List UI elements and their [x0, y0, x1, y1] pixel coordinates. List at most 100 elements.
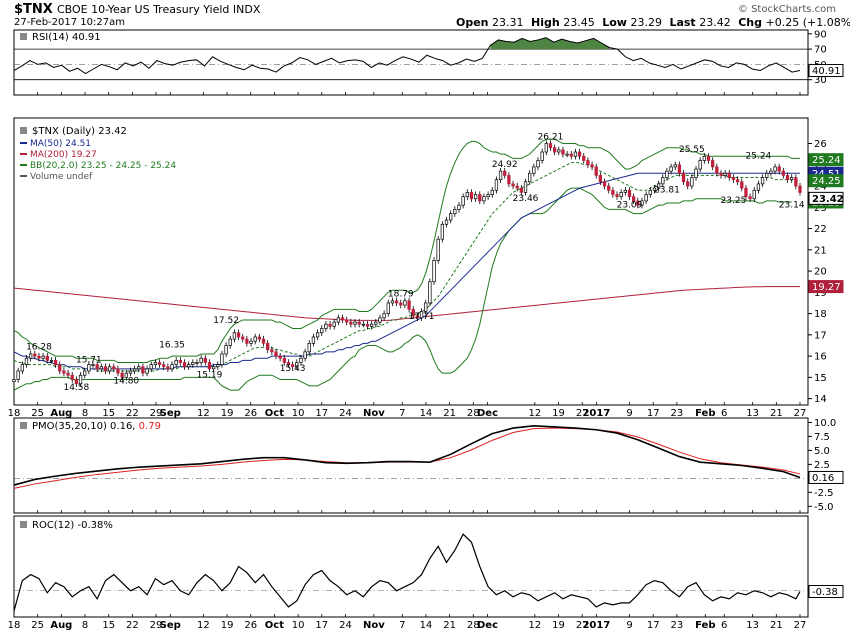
candle-body — [132, 368, 137, 372]
candle-body — [137, 366, 141, 370]
time-axis-label: 19 — [221, 620, 234, 631]
candle-body — [440, 223, 444, 240]
candle-body — [157, 362, 162, 365]
candle-body — [611, 189, 615, 195]
symbol-name: CBOE 10-Year US Treasury Yield INDX — [56, 3, 261, 16]
time-axis-label: 7 — [399, 620, 405, 631]
candle-body — [103, 366, 108, 372]
pmo-last-box — [808, 470, 844, 484]
candle-body — [62, 370, 66, 374]
quote-open: 23.31 — [492, 16, 524, 29]
price-tick-label: 21 — [814, 245, 827, 256]
candle-body — [20, 364, 24, 372]
candle-body — [540, 151, 544, 161]
candle-body — [449, 213, 453, 221]
candle-body — [162, 364, 166, 368]
candle-body — [582, 155, 586, 161]
price-last-box — [808, 280, 844, 294]
candle-body — [507, 175, 511, 185]
time-axis-label: 21 — [770, 620, 783, 631]
time-axis-label: 13 — [746, 408, 759, 419]
candle-body — [523, 181, 528, 193]
candle-body — [411, 308, 415, 317]
candle-body — [174, 360, 178, 365]
time-axis-label: Sep — [160, 620, 181, 631]
watermark: © StockCharts.com — [737, 4, 836, 15]
rsi-overbought-fill — [490, 37, 610, 50]
time-axis-label: 12 — [528, 620, 541, 631]
price-annotation: 25.24 — [746, 151, 772, 161]
candle-body — [640, 200, 644, 206]
candle-body — [677, 164, 682, 174]
candle-body — [83, 370, 87, 376]
candle-body — [636, 200, 640, 206]
candle-body — [340, 317, 345, 321]
rsi-legend-icon — [20, 33, 27, 40]
candle-body — [453, 209, 457, 215]
time-axis-label: 17 — [315, 408, 328, 419]
price-tick-label: 14 — [814, 394, 827, 405]
candle-body — [370, 323, 374, 327]
candle-body — [278, 355, 282, 359]
candle-body — [195, 362, 199, 364]
time-axis-label: 26 — [244, 620, 257, 631]
time-axis-label: 22 — [126, 620, 139, 631]
rsi-last-box — [808, 64, 844, 78]
price-annotation: 17.52 — [213, 316, 239, 326]
time-axis-label: 12 — [197, 408, 210, 419]
price-annotation: 16.35 — [159, 341, 185, 351]
candle-body — [28, 353, 33, 359]
candle-body — [656, 183, 661, 189]
ma50-line — [13, 172, 800, 370]
time-axis-label: Dec — [477, 620, 498, 631]
candle-body — [673, 164, 677, 168]
candle-body — [419, 311, 424, 319]
candle-body — [740, 181, 744, 189]
candle-body — [53, 360, 58, 365]
candle-body — [773, 166, 777, 172]
candle-body — [357, 321, 361, 325]
time-axis-label: 17 — [315, 620, 328, 631]
candle-body — [594, 166, 598, 176]
candle-body — [166, 366, 170, 370]
pmo-tick-label: -2.5 — [814, 488, 834, 499]
candle-body — [735, 179, 740, 183]
price-last-value: 24.25 — [812, 176, 841, 187]
candle-body — [482, 196, 486, 202]
time-axis-label: 29 — [150, 408, 163, 419]
time-axis-label: 22 — [126, 408, 139, 419]
time-axis-label: Oct — [265, 620, 284, 631]
candle-body — [648, 189, 652, 195]
candle-body — [652, 187, 657, 191]
candle-body — [66, 372, 70, 376]
candle-body — [182, 362, 187, 368]
roc-label: ROC(12) -0.38% — [32, 520, 113, 531]
price-last-box — [808, 191, 844, 205]
time-axis-label: 21 — [770, 408, 783, 419]
candle-body — [565, 153, 569, 156]
candle-body — [153, 362, 158, 365]
candle-body — [798, 185, 802, 193]
candle-body — [149, 364, 153, 370]
bb-middle-line — [13, 162, 800, 372]
rsi-tick-label: 70 — [814, 45, 827, 56]
price-annotation: 17.71 — [409, 312, 435, 322]
rsi-tick-label: 90 — [814, 29, 827, 40]
candle-body — [286, 362, 291, 365]
rsi-label: RSI(14) 40.91 — [32, 32, 101, 43]
price-last-value: 19.27 — [812, 282, 841, 293]
candle-body — [307, 342, 311, 353]
candle-body — [602, 181, 607, 187]
candle-body — [494, 179, 499, 191]
time-axis-label: 10 — [292, 620, 305, 631]
candle-body — [128, 370, 133, 374]
candle-body — [211, 366, 216, 370]
candle-body — [45, 355, 49, 361]
candle-body — [241, 336, 245, 340]
candle-body — [378, 317, 382, 323]
candle-body — [690, 177, 694, 187]
candle-body — [498, 170, 503, 181]
candle-body — [282, 357, 286, 363]
candle-body — [432, 260, 436, 283]
candle-body — [16, 370, 20, 380]
